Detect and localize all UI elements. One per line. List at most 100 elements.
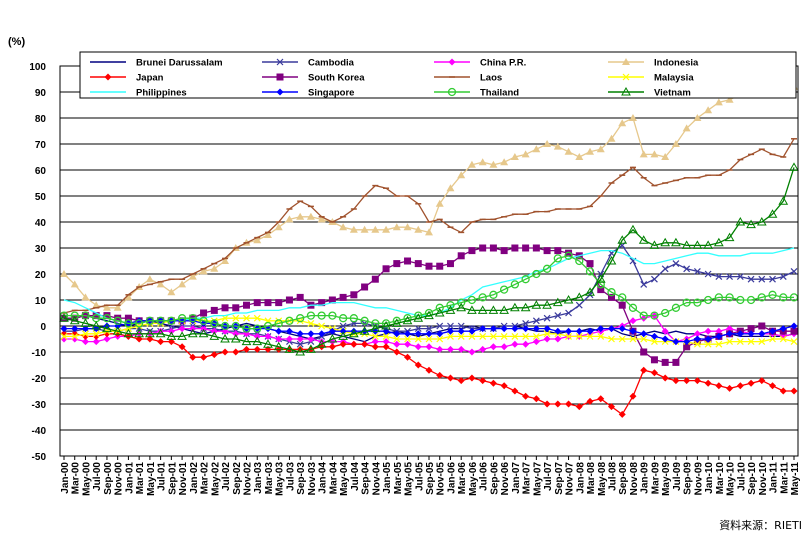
y-tick-label: -10 — [32, 348, 47, 359]
data-point — [253, 324, 262, 333]
data-point — [531, 300, 542, 309]
data-point — [608, 403, 615, 411]
data-point — [522, 332, 530, 340]
data-point — [361, 283, 369, 291]
data-point — [436, 322, 444, 330]
data-point — [447, 87, 457, 97]
data-point — [231, 321, 240, 331]
series-singapore — [60, 317, 798, 346]
data-point — [650, 332, 658, 340]
data-point — [446, 345, 454, 353]
data-point — [511, 244, 519, 252]
data-point — [350, 340, 358, 348]
legend-box — [79, 51, 797, 99]
data-point — [747, 338, 755, 346]
data-point — [285, 327, 293, 335]
legend-label: Indonesia — [654, 58, 699, 69]
data-point — [414, 225, 423, 233]
x-tick-label: Sep-01 — [167, 462, 178, 495]
data-point — [253, 345, 261, 353]
data-point — [316, 339, 327, 348]
data-point — [586, 332, 594, 340]
data-point — [103, 335, 111, 343]
legend-label: Brunei Darussalam — [136, 58, 223, 69]
x-tick-label: Nov-08 — [629, 462, 640, 496]
data-point — [113, 303, 122, 311]
data-point — [489, 244, 497, 252]
data-point — [221, 304, 229, 312]
data-point — [554, 312, 562, 320]
data-point — [145, 316, 155, 325]
data-point — [253, 332, 261, 340]
data-point — [586, 397, 594, 405]
data-point — [769, 275, 776, 283]
data-point — [790, 338, 798, 346]
data-point — [220, 333, 230, 343]
data-point — [586, 327, 594, 335]
data-point — [210, 351, 218, 359]
data-point — [457, 298, 466, 307]
y-tick-label: -30 — [32, 400, 47, 411]
data-point — [790, 322, 798, 330]
data-point — [425, 330, 433, 338]
x-tick-label: Jan-07 — [511, 462, 522, 494]
data-point — [756, 216, 767, 226]
data-point — [747, 325, 755, 333]
data-point — [725, 95, 734, 103]
data-point — [726, 338, 734, 346]
data-point — [275, 335, 283, 343]
data-point — [500, 247, 508, 255]
data-point — [91, 320, 102, 330]
data-point — [736, 382, 744, 390]
data-point — [177, 314, 187, 323]
data-point — [565, 332, 572, 340]
data-point — [296, 314, 305, 323]
data-point — [713, 237, 724, 247]
data-point — [597, 325, 605, 333]
data-point — [60, 270, 68, 277]
data-point — [651, 275, 658, 283]
data-point — [511, 340, 519, 348]
data-point — [552, 297, 563, 307]
data-point — [307, 319, 315, 327]
y-tick-label: 40 — [35, 218, 47, 229]
data-point — [575, 153, 584, 160]
data-point — [252, 336, 263, 346]
data-point — [640, 366, 648, 374]
data-point — [596, 145, 605, 153]
data-point — [318, 322, 326, 330]
data-point — [769, 335, 776, 343]
data-point — [511, 332, 519, 340]
data-point — [671, 140, 680, 147]
data-point — [521, 275, 530, 284]
data-point — [510, 280, 520, 289]
data-point — [757, 293, 766, 302]
data-point — [478, 158, 487, 166]
x-tick-label: Mar-06 — [457, 462, 468, 495]
data-point — [575, 332, 583, 340]
y-axis-unit: (%) — [8, 36, 25, 48]
data-point — [617, 235, 628, 244]
data-point — [618, 293, 627, 302]
data-point — [693, 267, 701, 275]
data-point — [209, 331, 220, 340]
data-point — [789, 162, 799, 171]
data-point — [510, 302, 520, 312]
data-point — [393, 330, 401, 338]
x-tick-label: Jul-10 — [736, 462, 747, 491]
data-point — [661, 374, 669, 382]
x-tick-label: May-03 — [275, 462, 286, 496]
y-tick-label: 10 — [35, 296, 47, 307]
data-point — [660, 237, 671, 247]
data-point — [306, 212, 315, 220]
series-line-indonesia — [63, 86, 795, 309]
data-point — [296, 212, 305, 220]
data-point — [71, 335, 79, 343]
legend-label: Vietnam — [654, 88, 691, 99]
data-point — [285, 296, 293, 304]
x-tick-label: Jul-02 — [221, 462, 232, 491]
data-point — [393, 335, 401, 343]
data-point — [69, 315, 80, 325]
plot-frame — [59, 65, 799, 457]
data-point — [274, 319, 283, 328]
